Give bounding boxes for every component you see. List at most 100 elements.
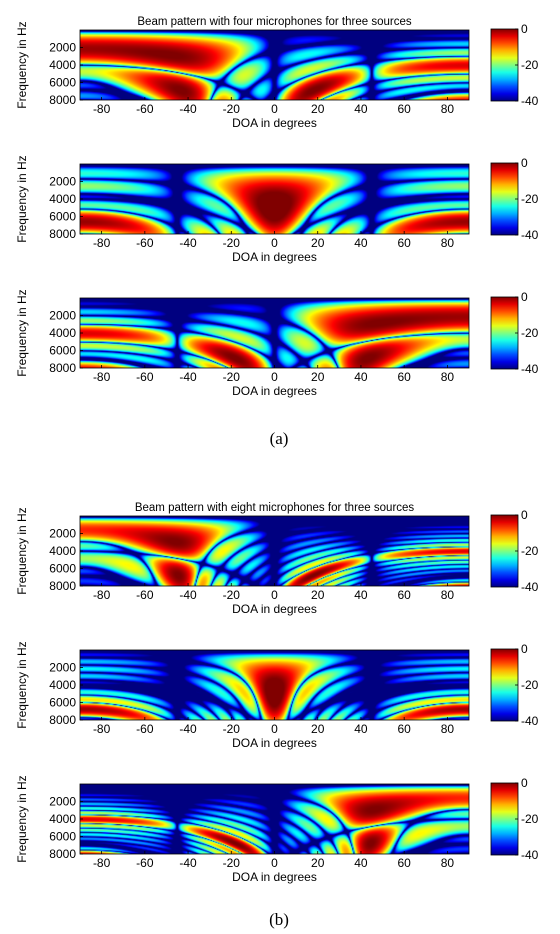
x-axis-label: DOA in degrees	[232, 384, 317, 398]
colorbar-tick-label: -20	[521, 812, 539, 826]
colorbar-tick-label: -40	[521, 228, 539, 242]
y-tick-label: 8000	[49, 847, 76, 861]
y-tick-label: 4000	[49, 58, 76, 72]
x-tick-label: -20	[223, 236, 241, 250]
x-tick-label: 80	[441, 856, 455, 870]
y-tick-label: 8000	[49, 93, 76, 107]
x-tick-label: -20	[223, 102, 241, 116]
colorbar-tick-label: -20	[521, 58, 539, 72]
colorbar-3	[490, 296, 519, 370]
y-tick-label: 4000	[49, 544, 76, 558]
x-tick-label: -60	[136, 236, 154, 250]
y-tick-label: 6000	[49, 76, 76, 90]
x-tick-label: -40	[179, 588, 197, 602]
heatmap-6	[80, 784, 469, 854]
y-axis-label: Frequency in Hz	[15, 289, 29, 376]
x-tick-label: -80	[93, 102, 111, 116]
y-tick-label: 6000	[49, 696, 76, 710]
colorbar-tick-label: -40	[521, 714, 539, 728]
x-tick-label: -40	[179, 102, 197, 116]
y-tick-label: 6000	[49, 210, 76, 224]
colorbar-tick-label: -20	[521, 544, 539, 558]
x-tick-label: 80	[441, 370, 455, 384]
y-axis-label: Frequency in Hz	[15, 775, 29, 862]
x-tick-label: -20	[223, 856, 241, 870]
y-tick-label: 6000	[49, 562, 76, 576]
x-tick-label: 60	[397, 102, 411, 116]
x-tick-label: -80	[93, 588, 111, 602]
colorbar-1	[490, 28, 519, 102]
x-tick-label: 80	[441, 722, 455, 736]
x-tick-label: 0	[271, 588, 278, 602]
caption-b: (b)	[269, 910, 289, 929]
colorbar-5	[490, 648, 519, 722]
x-tick-label: -80	[93, 370, 111, 384]
colorbar-tick-label: 0	[521, 290, 528, 304]
x-tick-label: -80	[93, 856, 111, 870]
colorbar-tick-label: -40	[521, 848, 539, 862]
chart-title-1: Beam pattern with four microphones for t…	[137, 16, 411, 28]
x-tick-label: 60	[397, 370, 411, 384]
x-tick-label: 80	[441, 588, 455, 602]
x-axis-label: DOA in degrees	[232, 250, 317, 264]
x-tick-label: 80	[441, 236, 455, 250]
x-tick-label: -40	[179, 722, 197, 736]
colorbar-2	[490, 162, 519, 236]
heatmap-5	[80, 650, 469, 720]
x-tick-label: 60	[397, 722, 411, 736]
y-axis-label: Frequency in Hz	[15, 507, 29, 594]
x-tick-label: 20	[311, 236, 325, 250]
heatmap-4	[80, 516, 469, 586]
x-tick-label: 60	[397, 588, 411, 602]
y-axis-label: Frequency in Hz	[15, 21, 29, 108]
x-tick-label: 20	[311, 588, 325, 602]
colorbar-tick-label: 0	[521, 22, 528, 36]
y-tick-label: 8000	[49, 227, 76, 241]
x-tick-label: 0	[271, 856, 278, 870]
x-tick-label: -80	[93, 722, 111, 736]
y-tick-label: 4000	[49, 326, 76, 340]
y-tick-label: 4000	[49, 812, 76, 826]
x-tick-label: 20	[311, 856, 325, 870]
x-axis-label: DOA in degrees	[232, 602, 317, 616]
colorbar-tick-label: -40	[521, 362, 539, 376]
x-tick-label: 0	[271, 102, 278, 116]
x-tick-label: 40	[354, 102, 368, 116]
x-tick-label: -20	[223, 722, 241, 736]
x-tick-label: 20	[311, 102, 325, 116]
x-tick-label: 20	[311, 370, 325, 384]
x-tick-label: -40	[179, 370, 197, 384]
y-tick-label: 4000	[49, 678, 76, 692]
x-tick-label: 0	[271, 370, 278, 384]
colorbar-tick-label: 0	[521, 156, 528, 170]
colorbar-tick-label: -40	[521, 94, 539, 108]
heatmap-2	[80, 164, 469, 234]
colorbar-tick-label: 0	[521, 508, 528, 522]
y-tick-label: 8000	[49, 713, 76, 727]
x-tick-label: -60	[136, 588, 154, 602]
y-tick-label: 2000	[49, 527, 76, 541]
x-tick-label: 20	[311, 722, 325, 736]
y-tick-label: 8000	[49, 579, 76, 593]
x-tick-label: 0	[271, 722, 278, 736]
x-tick-label: -60	[136, 370, 154, 384]
heatmap-1	[80, 30, 469, 100]
colorbar-tick-label: -40	[521, 580, 539, 594]
y-tick-label: 8000	[49, 361, 76, 375]
x-tick-label: 40	[354, 856, 368, 870]
x-axis-label: DOA in degrees	[232, 870, 317, 884]
y-tick-label: 2000	[49, 661, 76, 675]
colorbar-tick-label: -20	[521, 678, 539, 692]
x-tick-label: -60	[136, 856, 154, 870]
y-tick-label: 2000	[49, 795, 76, 809]
y-tick-label: 4000	[49, 192, 76, 206]
heatmap-3	[80, 298, 469, 368]
x-tick-label: -80	[93, 236, 111, 250]
x-tick-label: 40	[354, 588, 368, 602]
x-tick-label: 40	[354, 236, 368, 250]
x-axis-label: DOA in degrees	[232, 116, 317, 130]
x-tick-label: -20	[223, 370, 241, 384]
caption-a: (a)	[270, 429, 289, 448]
y-axis-label: Frequency in Hz	[15, 155, 29, 242]
